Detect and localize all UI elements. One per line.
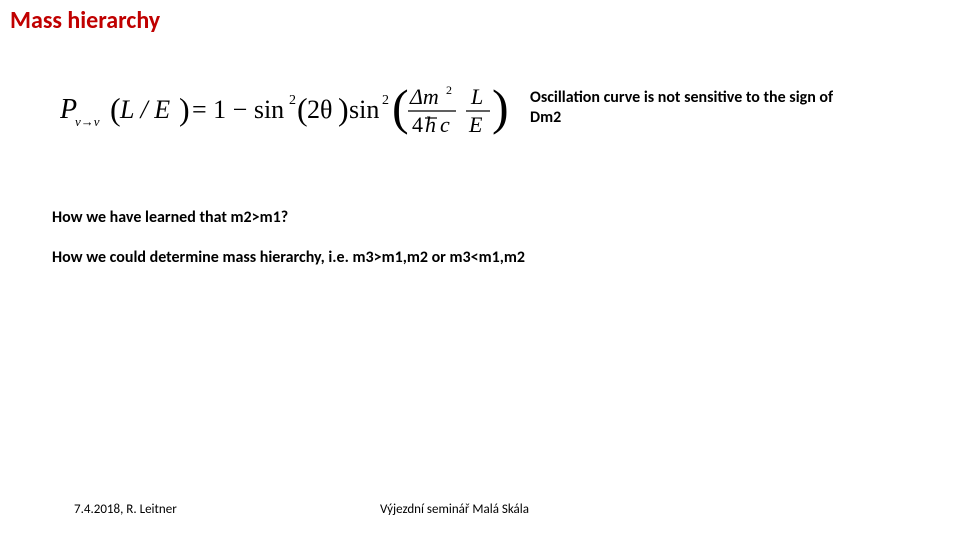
sym-bigrparen: ) [492,80,509,135]
oscillation-note: Oscillation curve is not sensitive to th… [530,88,910,128]
oscillation-formula: P ν→ν ( L / E ) = 1 − sin 2 ( 2θ ) [60,80,520,140]
footer-date-author: 7.4.2018, R. Leitner [74,502,177,517]
sym-sin: sin [349,95,379,124]
footer-seminar: Výjezdní seminář Malá Skála [380,502,529,517]
sym-hbar: h [425,112,436,137]
sym-4: 4 [412,112,423,137]
question-learned: How we have learned that m2>m1? [52,208,288,227]
sym-LE: L / E [119,95,170,124]
sym-sin2b-sup: 2 [382,93,389,108]
sym-Dm-sup: 2 [446,83,452,97]
sym-sin2-sup: 2 [289,93,296,108]
sym-eq: = 1 − sin [192,95,284,124]
sym-rparen1: ) [179,91,190,127]
formula-svg: P ν→ν ( L / E ) = 1 − sin 2 ( 2θ ) [60,80,520,140]
sym-E: E [468,112,483,137]
note-line2: Dm2 [530,108,561,127]
page-title: Mass hierarchy [10,6,160,35]
question-determine: How we could determine mass hierarchy, i… [52,248,525,267]
slide: Mass hierarchy P ν→ν ( L / E ) = 1 − sin… [0,0,960,540]
sym-biglparen: ( [392,80,409,135]
note-line1: Oscillation curve is not sensitive to th… [530,88,833,107]
sym-L: L [470,84,483,109]
sym-sub-nu: ν→ν [75,114,100,129]
sym-Dm: Δm [409,84,439,109]
sym-rparen2: ) [338,91,349,127]
sym-2theta: 2θ [307,95,332,124]
sym-c: c [440,112,450,137]
